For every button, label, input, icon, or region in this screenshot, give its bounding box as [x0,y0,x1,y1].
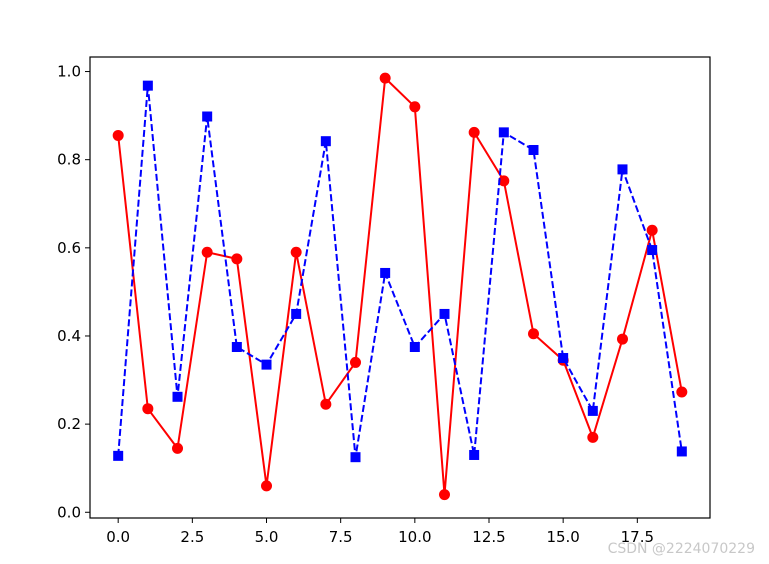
series-2-point-13 [498,127,509,138]
series-2-point-6 [291,308,302,319]
series-1-point-14 [527,328,539,340]
y-tick-label-2: 0.4 [57,327,81,345]
y-tick-label-4: 0.8 [57,151,81,169]
x-tick-label-7: 17.5 [621,528,654,546]
series-1-point-19 [676,386,688,398]
series-2-point-3 [202,111,213,122]
series-2-point-15 [558,353,569,364]
series-1-point-13 [498,175,510,187]
series-2-point-14 [528,144,539,155]
series-1-point-9 [379,72,391,84]
plot-frame [89,56,711,519]
series-2-point-2 [172,391,183,402]
series-1-point-4 [231,253,243,265]
series-1-point-5 [261,480,273,492]
series-2-point-10 [409,341,420,352]
series-2-point-7 [320,136,331,147]
x-tick-label-0: 0.0 [106,528,130,546]
series-2-point-12 [469,449,480,460]
x-tick-label-1: 2.5 [180,528,204,546]
x-tick-label-4: 10.0 [398,528,431,546]
series-2-point-18 [647,245,658,256]
series-2-point-4 [231,341,242,352]
series-1-point-11 [438,489,450,501]
series-2-point-8 [350,452,361,463]
series-1-point-17 [616,333,628,345]
y-tick-label-3: 0.6 [57,239,81,257]
series-1-point-16 [587,431,599,443]
series-1-point-2 [172,442,184,454]
y-tick-label-5: 1.0 [57,63,81,81]
series-2-point-17 [617,164,628,175]
series-1-point-18 [646,224,658,236]
series-2-point-9 [380,267,391,278]
series-1-point-0 [112,129,124,141]
series-1-point-12 [468,126,480,138]
watermark-text: CSDN @2224070229 [607,541,755,557]
series-2-point-11 [439,308,450,319]
x-tick-label-3: 7.5 [329,528,353,546]
axes-layer: 0.0 2.5 5.0 7.5 10.0 12.5 15.0 17.5 0.0 0.2 0.4 0.6… [57,56,711,546]
series-2-point-0 [113,450,124,461]
series-1-point-10 [409,101,421,113]
x-tick-label-2: 5.0 [255,528,279,546]
series-1-point-6 [290,246,302,258]
y-tick-label-1: 0.2 [57,415,81,433]
series-2-point-16 [587,405,598,416]
y-tick-label-0: 0.0 [57,503,81,521]
series-1-point-7 [320,398,332,410]
series-1-point-3 [201,246,213,258]
series-1-point-8 [350,356,362,368]
series-layer [112,72,688,501]
series-1-point-1 [142,403,154,415]
x-tick-label-5: 12.5 [472,528,505,546]
series-2-point-1 [142,80,153,91]
series-2-point-19 [676,446,687,457]
series-2-line [117,84,683,459]
series-2-point-5 [261,359,272,370]
x-tick-label-6: 15.0 [546,528,579,546]
